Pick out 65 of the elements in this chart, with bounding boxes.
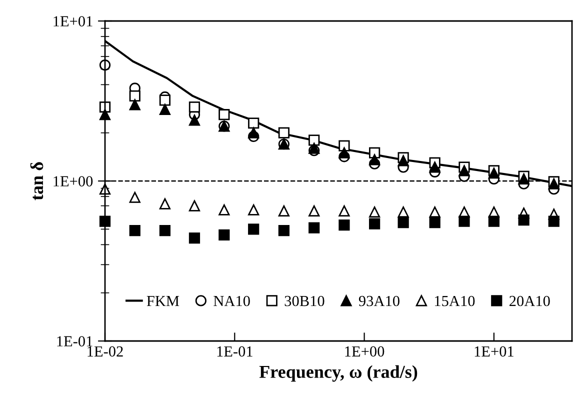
y-tick-label: 1E-01 bbox=[57, 336, 92, 346]
x-axis-title: Frequency, ω (rad/s) bbox=[259, 365, 418, 382]
x-tick-label: 1E+00 bbox=[345, 346, 384, 357]
point bbox=[159, 225, 171, 236]
point bbox=[129, 192, 140, 203]
point bbox=[159, 94, 171, 106]
point bbox=[308, 142, 320, 154]
point bbox=[278, 205, 290, 216]
point bbox=[218, 204, 230, 216]
legend-label: 93A10 bbox=[358, 296, 400, 306]
legend-label: NA10 bbox=[214, 296, 250, 306]
point bbox=[369, 218, 380, 230]
point bbox=[129, 90, 140, 102]
point bbox=[518, 214, 530, 226]
point bbox=[248, 127, 260, 138]
x-tick-label: 1E-02 bbox=[88, 346, 123, 357]
point bbox=[458, 216, 470, 227]
point bbox=[338, 220, 350, 231]
point bbox=[488, 216, 500, 227]
point bbox=[398, 206, 409, 218]
point bbox=[99, 216, 111, 227]
point bbox=[308, 205, 320, 216]
x-tick-label: 1E-01 bbox=[217, 346, 252, 357]
point bbox=[218, 109, 230, 120]
point bbox=[369, 206, 380, 218]
point bbox=[248, 118, 260, 129]
point bbox=[188, 114, 200, 126]
point bbox=[429, 216, 440, 228]
point bbox=[218, 229, 230, 241]
point bbox=[188, 232, 200, 244]
point bbox=[129, 225, 140, 236]
point bbox=[398, 216, 409, 228]
point bbox=[308, 134, 320, 146]
point bbox=[338, 140, 350, 152]
y-tick-label: 1E+01 bbox=[54, 16, 92, 26]
point bbox=[398, 155, 409, 166]
point bbox=[99, 60, 111, 71]
point bbox=[188, 200, 200, 212]
legend-label: FKM bbox=[146, 296, 180, 306]
point bbox=[278, 127, 290, 138]
point bbox=[488, 168, 500, 179]
point bbox=[248, 204, 260, 216]
legend-label: 30B10 bbox=[284, 296, 324, 306]
point bbox=[518, 173, 530, 184]
point bbox=[338, 147, 350, 158]
point bbox=[458, 165, 470, 176]
point bbox=[188, 101, 200, 113]
point bbox=[99, 184, 111, 195]
point bbox=[338, 205, 350, 216]
y-axis-title: tan δ bbox=[30, 162, 44, 200]
point bbox=[429, 162, 440, 173]
point bbox=[308, 222, 320, 234]
x-tick-label: 1E+01 bbox=[474, 346, 514, 357]
legend-label: 15A10 bbox=[435, 296, 475, 306]
point bbox=[159, 104, 171, 116]
point bbox=[99, 101, 111, 113]
point bbox=[159, 198, 171, 210]
legend-label: 20A10 bbox=[510, 296, 550, 306]
point bbox=[278, 225, 290, 236]
y-tick-label: 1E+00 bbox=[54, 176, 93, 186]
point bbox=[129, 99, 140, 110]
point bbox=[369, 154, 380, 166]
point bbox=[248, 224, 260, 235]
point bbox=[548, 216, 560, 227]
point bbox=[429, 206, 440, 218]
